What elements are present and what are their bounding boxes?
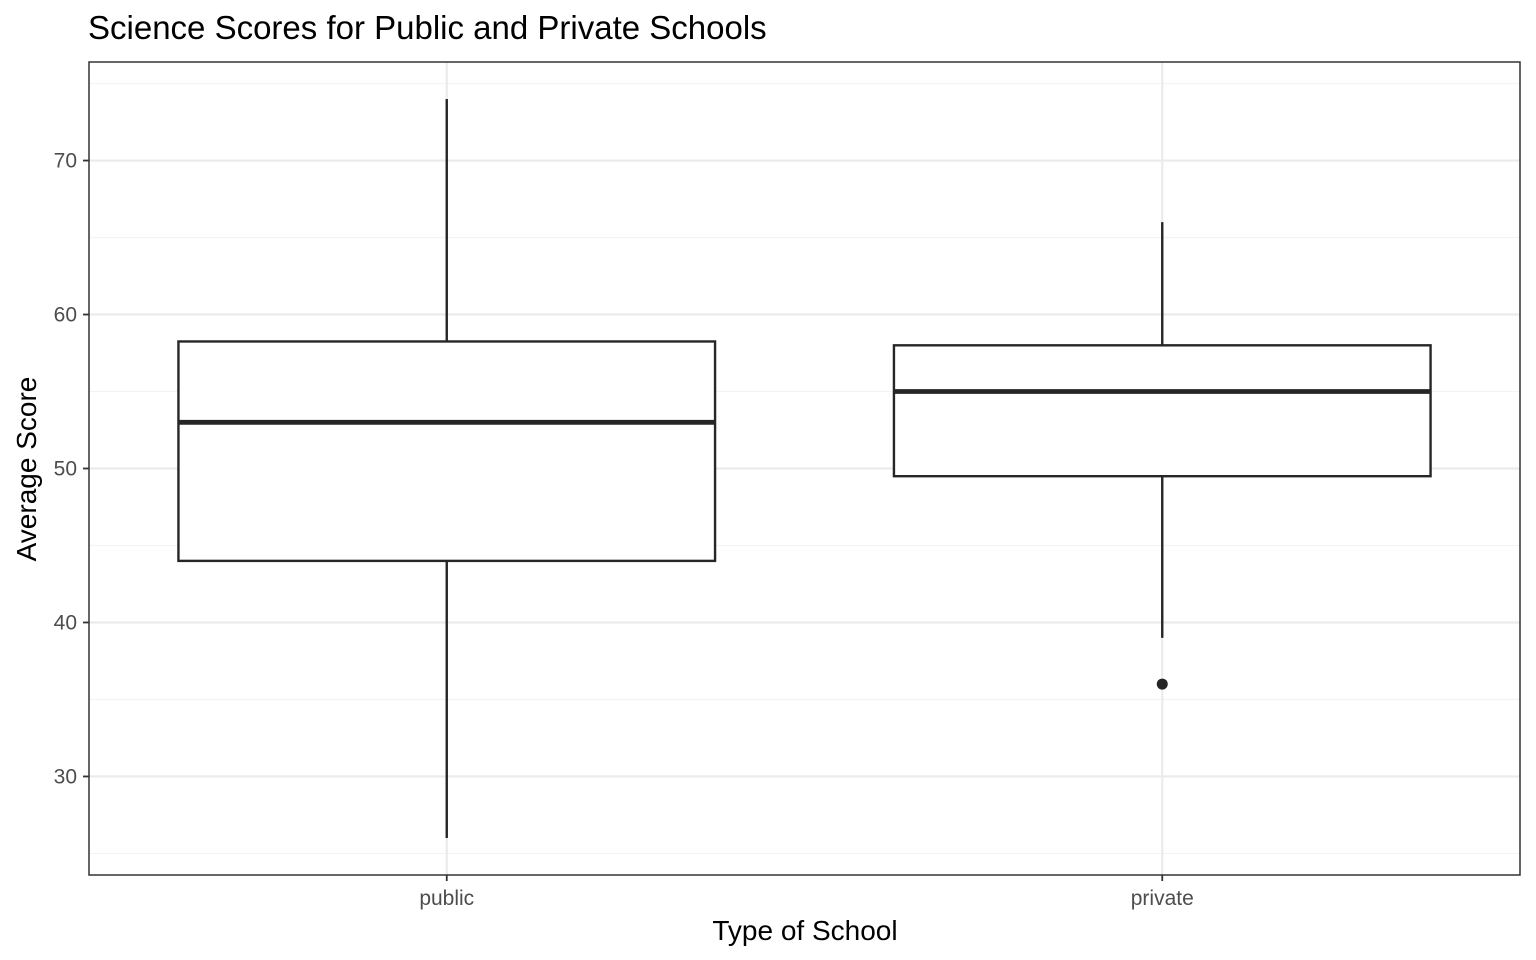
y-axis-title: Average Score — [11, 377, 42, 562]
y-tick-label: 40 — [54, 611, 77, 634]
x-axis-title: Type of School — [712, 915, 897, 946]
x-tick-label: private — [1131, 887, 1194, 910]
y-tick-label: 50 — [54, 458, 77, 481]
axis-layer: 30 40 50 60 70 public private — [54, 150, 1194, 910]
y-tick-label: 60 — [54, 304, 77, 327]
box-public — [177, 98, 717, 839]
x-tick-label: public — [419, 887, 474, 910]
box-layer — [177, 98, 1432, 839]
outlier-point — [1156, 678, 1168, 690]
y-tick-label: 70 — [54, 150, 77, 173]
chart-title: Science Scores for Public and Private Sc… — [88, 9, 767, 46]
box-body — [892, 344, 1432, 478]
box-private — [892, 222, 1432, 690]
box-body — [177, 340, 717, 563]
y-tick-label: 30 — [54, 765, 77, 788]
